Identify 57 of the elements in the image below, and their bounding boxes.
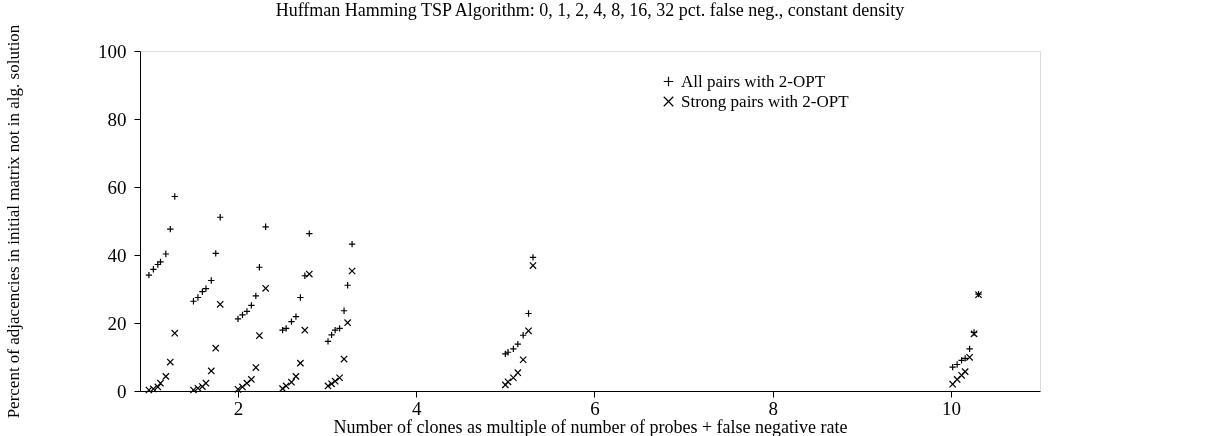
point: [509, 373, 518, 382]
point: [287, 378, 296, 386]
point: [156, 379, 165, 387]
point: [278, 326, 287, 334]
point: [961, 367, 969, 376]
y-axis-title: Percent of adjacencies in initial matrix not in alg. solution: [4, 24, 23, 419]
point: [247, 375, 256, 384]
point: [529, 253, 537, 262]
y-tick-label: 40: [107, 244, 127, 266]
point: [162, 250, 170, 258]
point: [296, 359, 305, 367]
point: [529, 261, 537, 270]
point: [292, 372, 300, 381]
point: [166, 358, 175, 366]
y-tick-label: 80: [107, 108, 127, 130]
y-tick-label: 0: [117, 380, 127, 402]
point: [207, 367, 216, 375]
point: [324, 382, 332, 390]
point: [335, 373, 344, 382]
point: [292, 312, 300, 321]
point: [965, 353, 974, 362]
point: [948, 380, 957, 388]
x-tick-label: 10: [941, 397, 961, 419]
point: [211, 344, 220, 352]
point: [243, 379, 251, 387]
point: [252, 363, 260, 372]
point: [149, 385, 158, 393]
point: [255, 331, 264, 340]
point: [514, 368, 522, 377]
y-tick-label: 100: [98, 40, 127, 62]
x-tick-label: 2: [233, 397, 244, 419]
point: [519, 355, 527, 364]
point: [243, 307, 251, 316]
x-axis-title: Number of clones as multiple of number of probes + false negative rate: [333, 416, 848, 436]
point: [348, 240, 356, 248]
legend-label: All pairs with 2-OPT: [681, 71, 826, 91]
chart-title: Huffman Hamming TSP Algorithm: 0, 1, 2, 4, 8, 16, 32 pct. false neg., constant density: [275, 0, 905, 21]
point: [145, 271, 153, 279]
point: [202, 284, 210, 293]
point: [189, 386, 198, 394]
point: [202, 379, 210, 387]
point: [234, 315, 242, 323]
point: [162, 372, 170, 381]
point: [324, 337, 332, 346]
point: [524, 327, 533, 335]
point: [238, 383, 247, 391]
point: [340, 307, 348, 315]
point: [305, 270, 314, 278]
y-tick-label: 20: [107, 312, 127, 334]
legend-label: Strong pairs with 2-OPT: [681, 91, 850, 111]
x-tick-label: 8: [768, 397, 778, 419]
y-tick-label: 60: [107, 176, 127, 198]
point: [343, 318, 352, 327]
x-tick-label: 4: [411, 397, 422, 419]
point: [216, 300, 224, 309]
point: [957, 371, 966, 380]
x-tick-label: 6: [590, 397, 600, 419]
